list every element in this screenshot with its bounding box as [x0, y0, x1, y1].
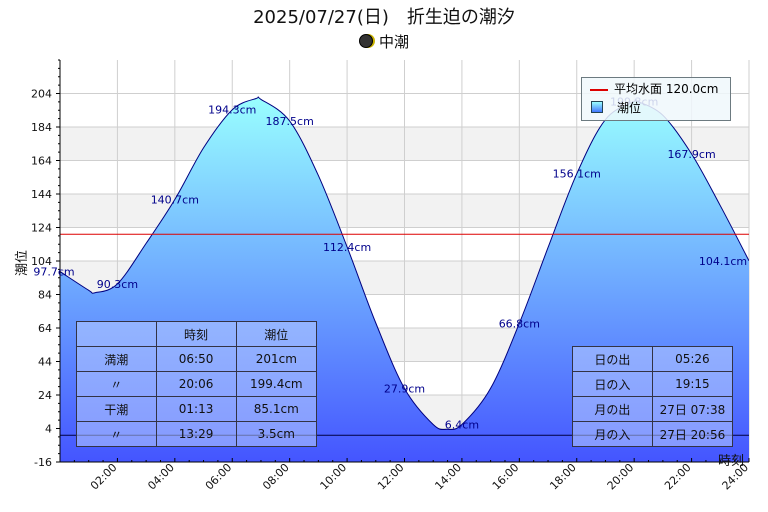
legend-item-tide: 潮位 — [590, 100, 641, 116]
x-tick-label: 18:00 — [547, 461, 579, 493]
tide-time-cell: 20:06 — [155, 371, 237, 397]
data-label: 97.7cm — [33, 266, 74, 279]
x-tick-label: 02:00 — [88, 461, 120, 493]
tide-time-cell: 06:50 — [155, 346, 237, 372]
data-label: 27.9cm — [384, 382, 425, 395]
x-tick-label: 22:00 — [662, 461, 694, 493]
x-axis-title: 時刻 — [718, 454, 744, 469]
table-row: 月の出 27日 07:38 — [572, 396, 734, 422]
tide-time-cell: 01:13 — [155, 396, 237, 422]
tide-name-label: 中潮 — [378, 33, 409, 51]
x-tick-label: 10:00 — [318, 461, 350, 493]
table-row: 干潮 01:13 85.1cm — [76, 396, 318, 422]
tide-name: 中潮 — [0, 31, 768, 52]
x-tick-label: 16:00 — [490, 461, 522, 493]
mean-line-swatch — [590, 88, 608, 91]
x-tick-label: 20:00 — [605, 461, 637, 493]
event-time-cell: 27日 07:38 — [651, 396, 734, 422]
y-tick-label: 64 — [38, 322, 52, 335]
data-label: 6.4cm — [445, 418, 479, 431]
y-tick-label: 24 — [38, 389, 52, 402]
tide-type-cell: 干潮 — [76, 396, 157, 422]
y-tick-label: 104 — [31, 255, 52, 268]
event-time-cell: 19:15 — [651, 371, 734, 397]
tide-table: 時刻 潮位 満潮 06:50 201cm 〃 20:06 199.4cm 干潮 … — [76, 321, 318, 447]
tide-table-header-cell — [76, 321, 157, 347]
chart-legend: 平均水面 120.0cm 潮位 — [581, 77, 731, 121]
table-row: 〃 20:06 199.4cm — [76, 371, 318, 397]
table-row: 満潮 06:50 201cm — [76, 346, 318, 372]
tide-level-cell: 199.4cm — [235, 371, 318, 397]
x-tick-label: 12:00 — [375, 461, 407, 493]
data-label: 187.5cm — [266, 115, 314, 128]
data-label: 104.1cm — [699, 255, 747, 268]
y-tick-label: 184 — [31, 121, 52, 134]
tide-level-cell: 85.1cm — [235, 396, 318, 422]
legend-mean-label: 平均水面 120.0cm — [614, 82, 719, 96]
tide-level-cell: 201cm — [235, 346, 318, 372]
table-row: 日の出 05:26 — [572, 346, 734, 372]
y-tick-label: 124 — [31, 222, 52, 235]
data-label: 66.8cm — [499, 317, 540, 330]
tide-table-header-cell: 時刻 — [155, 321, 237, 347]
data-label: 90.3cm — [97, 278, 138, 291]
table-row: 月の入 27日 20:56 — [572, 421, 734, 447]
event-name-cell: 日の出 — [572, 346, 653, 372]
data-label: 112.4cm — [323, 241, 371, 254]
x-tick-label: 14:00 — [432, 461, 464, 493]
moon-phase-icon — [358, 34, 373, 48]
table-row: 日の入 19:15 — [572, 371, 734, 397]
tide-table-header: 時刻 潮位 — [76, 321, 318, 347]
tide-area-swatch — [591, 101, 603, 113]
chart-title: 2025/07/27(日) 折生迫の潮汐 — [253, 7, 515, 28]
y-tick-label: 4 — [45, 423, 52, 436]
data-label: 194.3cm — [208, 104, 256, 117]
tide-type-cell: 満潮 — [76, 346, 157, 372]
tide-table-header-cell: 潮位 — [235, 321, 318, 347]
legend-tide-label: 潮位 — [617, 101, 642, 115]
x-tick-label: 04:00 — [145, 461, 177, 493]
sun-moon-table: 日の出 05:26 日の入 19:15 月の出 27日 07:38 月の入 27… — [572, 346, 734, 447]
legend-item-mean: 平均水面 120.0cm — [590, 81, 718, 97]
event-time-cell: 05:26 — [651, 346, 734, 372]
event-name-cell: 月の入 — [572, 421, 653, 447]
x-tick-label: 06:00 — [203, 461, 235, 493]
y-tick-label: 84 — [38, 289, 52, 302]
y-tick-label: -16 — [34, 456, 52, 469]
event-time-cell: 27日 20:56 — [651, 421, 734, 447]
y-tick-label: 44 — [38, 356, 52, 369]
tide-type-cell: 〃 — [76, 421, 157, 447]
y-tick-label: 164 — [31, 155, 52, 168]
data-label: 156.1cm — [553, 168, 601, 181]
event-name-cell: 月の出 — [572, 396, 653, 422]
y-tick-label: 144 — [31, 188, 52, 201]
table-row: 〃 13:29 3.5cm — [76, 421, 318, 447]
tide-level-cell: 3.5cm — [235, 421, 318, 447]
y-tick-label: 204 — [31, 88, 52, 101]
y-axis-title: 潮位 — [15, 250, 30, 276]
tide-type-cell: 〃 — [76, 371, 157, 397]
data-label: 167.9cm — [667, 148, 715, 161]
event-name-cell: 日の入 — [572, 371, 653, 397]
data-label: 140.7cm — [151, 194, 199, 207]
tide-time-cell: 13:29 — [155, 421, 237, 447]
x-tick-label: 08:00 — [260, 461, 292, 493]
